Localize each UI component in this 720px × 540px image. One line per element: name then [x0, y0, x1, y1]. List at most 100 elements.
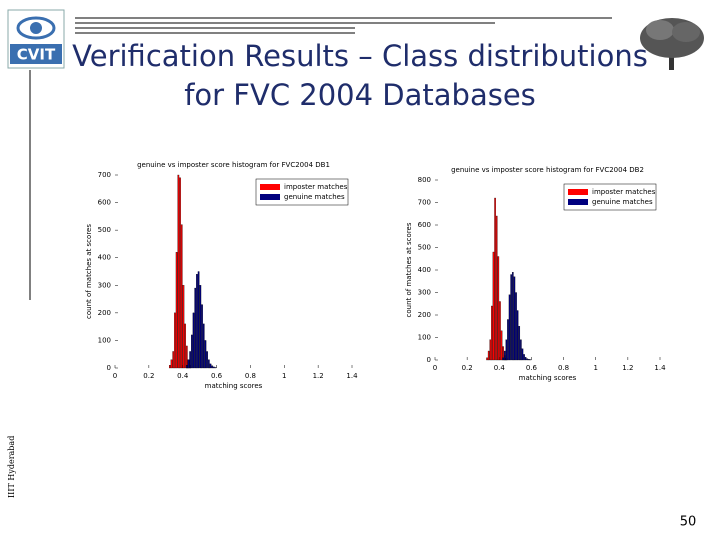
histogram-bar	[516, 310, 519, 361]
histogram-bar	[513, 276, 516, 361]
histogram-bar	[179, 177, 181, 369]
histogram-bar	[508, 294, 511, 361]
histogram-bar	[202, 323, 205, 369]
histogram-bar	[207, 359, 210, 369]
x-axis-label: matching scores	[519, 374, 577, 382]
y-tick-label: 500	[418, 244, 431, 252]
histogram-bar	[180, 224, 183, 369]
x-tick-label: 0.2	[143, 372, 154, 380]
x-tick-label: 0.2	[462, 364, 473, 372]
histogram-bar	[175, 252, 178, 369]
histogram-bar	[170, 359, 173, 369]
histogram-bar	[518, 326, 521, 361]
histogram-bar	[214, 367, 217, 369]
histogram-bar	[499, 301, 501, 361]
histogram-bar	[194, 287, 197, 369]
x-tick-label: 1.2	[622, 364, 633, 372]
y-tick-label: 300	[98, 281, 111, 289]
x-tick-label: 0.4	[177, 372, 189, 380]
y-tick-label: 400	[418, 266, 431, 274]
histogram-bar	[495, 215, 498, 361]
legend-box	[563, 183, 657, 211]
histogram-bar	[209, 363, 212, 369]
histogram-bar	[185, 365, 188, 369]
histogram-bar	[528, 359, 530, 361]
histogram-bar	[497, 256, 500, 361]
chart-title: genuine vs imposter score histogram for …	[451, 166, 644, 174]
histogram-bar	[526, 358, 529, 361]
y-tick-label: 600	[418, 221, 431, 229]
histogram-bar	[201, 304, 203, 369]
histogram-bar	[174, 312, 176, 369]
y-tick-label: 200	[418, 311, 431, 319]
y-axis-label: count of matches at scores	[405, 222, 413, 317]
histogram-bar	[486, 357, 488, 361]
x-tick-label: 1.4	[654, 364, 666, 372]
y-tick-label: 100	[98, 336, 111, 344]
histogram-bar	[204, 340, 207, 369]
histogram-bar	[184, 323, 186, 369]
legend-swatch	[568, 189, 588, 195]
histogram-bar	[192, 312, 195, 369]
histogram-bar	[505, 339, 508, 361]
legend-swatch	[260, 184, 280, 190]
y-tick-label: 0	[427, 356, 431, 364]
histogram-bar	[507, 319, 509, 361]
histogram-bar	[524, 357, 527, 361]
y-tick-label: 300	[418, 289, 431, 297]
histogram-bar	[172, 351, 175, 369]
histogram-bar	[510, 274, 512, 361]
histogram-bar	[494, 197, 496, 361]
logo-text: CVIT	[17, 46, 56, 64]
histogram-bar	[502, 357, 504, 361]
tree-icon	[640, 18, 704, 70]
slide-title: Verification Results – Class distributio…	[72, 39, 648, 73]
y-tick-label: 200	[98, 309, 111, 317]
histogram-bar	[489, 339, 492, 361]
histogram-bar	[187, 359, 190, 369]
chart: genuine vs imposter score histogram for …	[405, 166, 666, 382]
legend-label: imposter matches	[284, 183, 348, 191]
y-tick-label: 500	[98, 226, 111, 234]
x-tick-label: 1	[593, 364, 597, 372]
x-tick-label: 0.8	[558, 364, 569, 372]
histogram-bar	[515, 292, 517, 361]
y-tick-label: 800	[418, 176, 431, 184]
histogram-bar	[491, 305, 493, 361]
histogram-bar	[199, 285, 202, 369]
page-number: 50	[680, 515, 697, 530]
x-axis-label: matching scores	[205, 382, 263, 390]
histogram-bar	[213, 366, 215, 369]
histogram-bar	[521, 348, 524, 361]
histogram-bar	[500, 330, 503, 361]
legend-swatch	[260, 194, 280, 200]
histogram-bar	[169, 365, 171, 369]
x-tick-label: 1.4	[346, 372, 358, 380]
histogram-bar	[191, 334, 193, 369]
histogram-bar	[211, 365, 214, 369]
legend-box	[255, 178, 349, 206]
legend-swatch	[568, 199, 588, 205]
side-text: IIIT Hyderabad	[7, 436, 16, 498]
legend-label: genuine matches	[284, 193, 345, 201]
logo: CVIT	[7, 9, 65, 69]
x-tick-label: 0.6	[526, 364, 538, 372]
histogram-bar	[182, 285, 185, 369]
y-tick-label: 700	[98, 171, 111, 179]
x-tick-label: 0.8	[245, 372, 256, 380]
histogram-bar	[177, 174, 180, 369]
histogram-bar	[189, 351, 192, 369]
y-tick-label: 600	[98, 199, 111, 207]
histogram-bar	[487, 350, 490, 361]
histogram-bar	[196, 274, 198, 369]
chart: genuine vs imposter score histogram for …	[85, 161, 358, 390]
x-tick-label: 1	[282, 372, 286, 380]
histogram-bar	[206, 351, 208, 369]
histogram-bar	[511, 272, 514, 361]
x-tick-label: 0.4	[494, 364, 506, 372]
x-tick-label: 0	[113, 372, 117, 380]
legend-label: genuine matches	[592, 198, 653, 206]
x-tick-label: 1.2	[313, 372, 324, 380]
histogram-bar	[197, 271, 200, 369]
